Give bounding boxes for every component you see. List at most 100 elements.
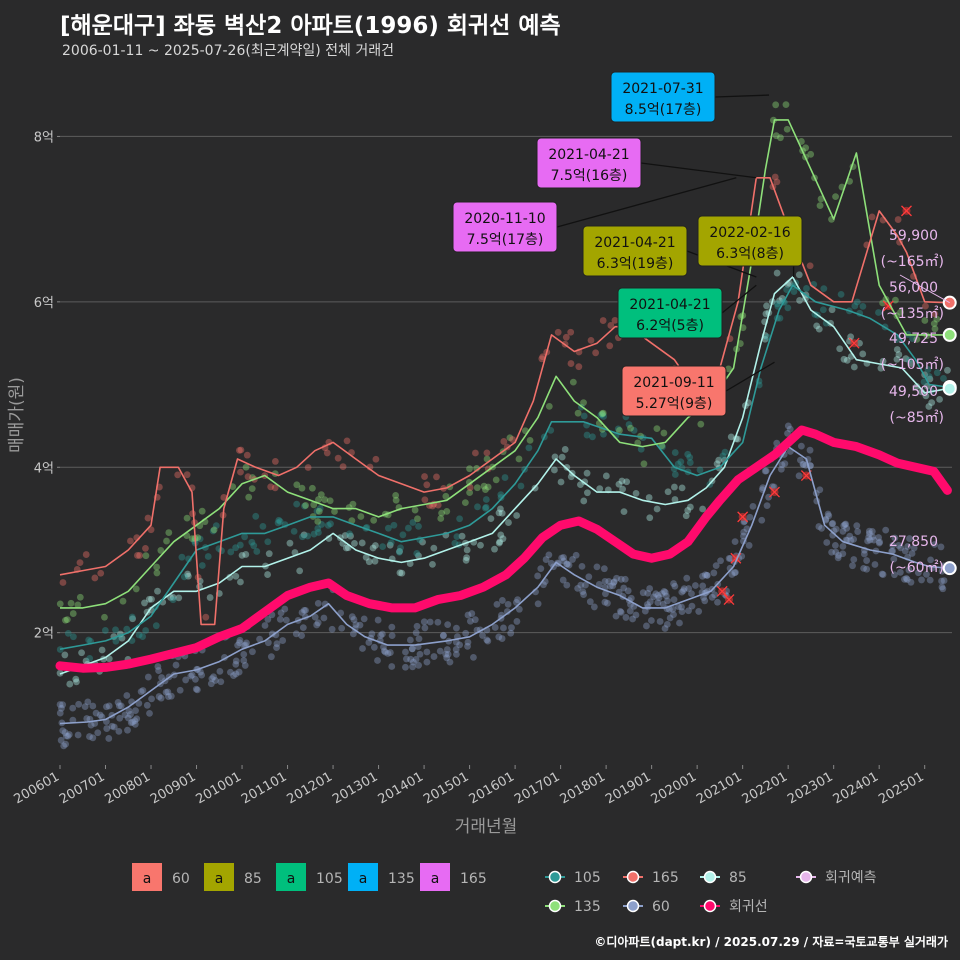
transaction-dot xyxy=(388,632,396,640)
annotation-date: 2021-09-11 xyxy=(633,375,714,391)
end-price-label: 49,725 xyxy=(889,331,938,347)
transaction-dot xyxy=(360,615,368,623)
legend-label: 105 xyxy=(574,870,601,886)
transaction-dot xyxy=(320,614,328,622)
transaction-dot xyxy=(936,395,943,403)
transaction-dot xyxy=(326,497,334,505)
transaction-dot xyxy=(78,649,85,657)
transaction-dot xyxy=(840,355,848,363)
transaction-dot xyxy=(870,536,878,544)
transaction-dot xyxy=(567,328,575,336)
transaction-dot xyxy=(153,563,161,571)
transaction-dot xyxy=(897,308,904,316)
transaction-dot xyxy=(799,460,807,468)
transaction-dot xyxy=(817,195,825,203)
transaction-dot xyxy=(728,571,736,578)
transaction-dot xyxy=(381,648,389,656)
transaction-dot xyxy=(585,573,593,581)
transaction-dot xyxy=(807,150,815,158)
transaction-dot xyxy=(131,720,139,728)
transaction-dot xyxy=(586,598,594,606)
transaction-dot xyxy=(157,547,165,554)
transaction-dot xyxy=(56,709,64,717)
transaction-dot xyxy=(617,575,625,583)
transaction-dot xyxy=(617,609,625,616)
transaction-dot xyxy=(242,551,250,558)
transaction-dot xyxy=(245,493,253,501)
transaction-dot xyxy=(498,509,506,517)
transaction-dot xyxy=(261,622,269,629)
transaction-dot xyxy=(184,572,192,580)
price-annotation: 2021-04-21 6.2억(5층) xyxy=(617,284,757,339)
series-line-135 xyxy=(60,119,948,609)
transaction-dot xyxy=(274,519,282,527)
transaction-dot xyxy=(655,594,663,602)
transaction-dot xyxy=(356,621,364,629)
transaction-dot xyxy=(300,606,308,614)
transaction-dot xyxy=(59,701,67,709)
transaction-dot xyxy=(64,732,72,740)
transaction-dot xyxy=(701,571,709,579)
transaction-dot xyxy=(643,622,650,630)
transaction-dot xyxy=(670,611,677,619)
annotation-date: 2021-04-21 xyxy=(594,235,675,251)
legend-label: 회귀선 xyxy=(729,899,768,915)
x-tick-label: 202101 xyxy=(694,769,744,807)
transaction-dot xyxy=(513,512,521,519)
transaction-dot xyxy=(803,285,810,292)
transaction-dot xyxy=(314,599,322,607)
y-axis-title: 매매가(원) xyxy=(7,377,27,453)
transaction-dot xyxy=(713,460,721,468)
transaction-dot xyxy=(267,483,275,491)
transaction-dot xyxy=(292,630,300,638)
transaction-dot xyxy=(313,621,321,629)
transaction-dot xyxy=(839,527,847,535)
transaction-dot xyxy=(426,618,434,626)
transaction-dot xyxy=(515,455,523,463)
transaction-dot xyxy=(132,707,139,715)
legend-size-item: a 85 xyxy=(204,863,262,891)
transaction-dot xyxy=(327,520,334,528)
legend-marker xyxy=(626,899,640,913)
transaction-dot xyxy=(497,491,505,498)
transaction-dot xyxy=(778,461,786,469)
transaction-dot xyxy=(323,449,331,457)
transaction-dot xyxy=(69,633,77,641)
transaction-dot xyxy=(783,286,791,294)
transaction-dot xyxy=(828,306,836,314)
transaction-dot xyxy=(695,608,703,615)
transaction-dot xyxy=(206,594,214,601)
legend-label: 회귀예측 xyxy=(825,870,877,886)
legend-size-item: a 165 xyxy=(420,863,487,891)
canceled-deal-marker xyxy=(901,205,912,217)
transaction-dot xyxy=(740,532,747,540)
transaction-dot xyxy=(545,551,553,559)
transaction-dot xyxy=(482,504,489,512)
transaction-dot xyxy=(248,485,256,493)
transaction-dot xyxy=(843,524,851,532)
canceled-deal-marker xyxy=(716,585,728,597)
transaction-dot xyxy=(600,413,607,420)
transaction-dot xyxy=(317,491,325,499)
transaction-dot xyxy=(62,616,69,624)
transaction-dot xyxy=(465,478,473,486)
transaction-dot xyxy=(903,576,911,583)
transaction-dot xyxy=(185,555,192,563)
transaction-dot xyxy=(395,548,403,556)
y-tick-label: 6억 xyxy=(34,296,54,311)
transaction-dot xyxy=(429,502,436,510)
transaction-dot xyxy=(574,409,582,417)
transaction-dot xyxy=(298,609,306,616)
transaction-dot xyxy=(623,478,631,486)
transaction-dot xyxy=(763,302,770,310)
transaction-dot xyxy=(328,625,336,633)
transaction-dot xyxy=(604,599,611,607)
transaction-dot xyxy=(777,134,784,142)
annotation-price: 6.2억(5층) xyxy=(636,318,704,334)
transaction-dot xyxy=(671,471,679,478)
transaction-dot xyxy=(388,623,396,631)
transaction-dot xyxy=(878,570,886,578)
transaction-dot xyxy=(498,635,506,642)
transaction-dot xyxy=(217,678,225,686)
transaction-dot xyxy=(685,585,693,592)
